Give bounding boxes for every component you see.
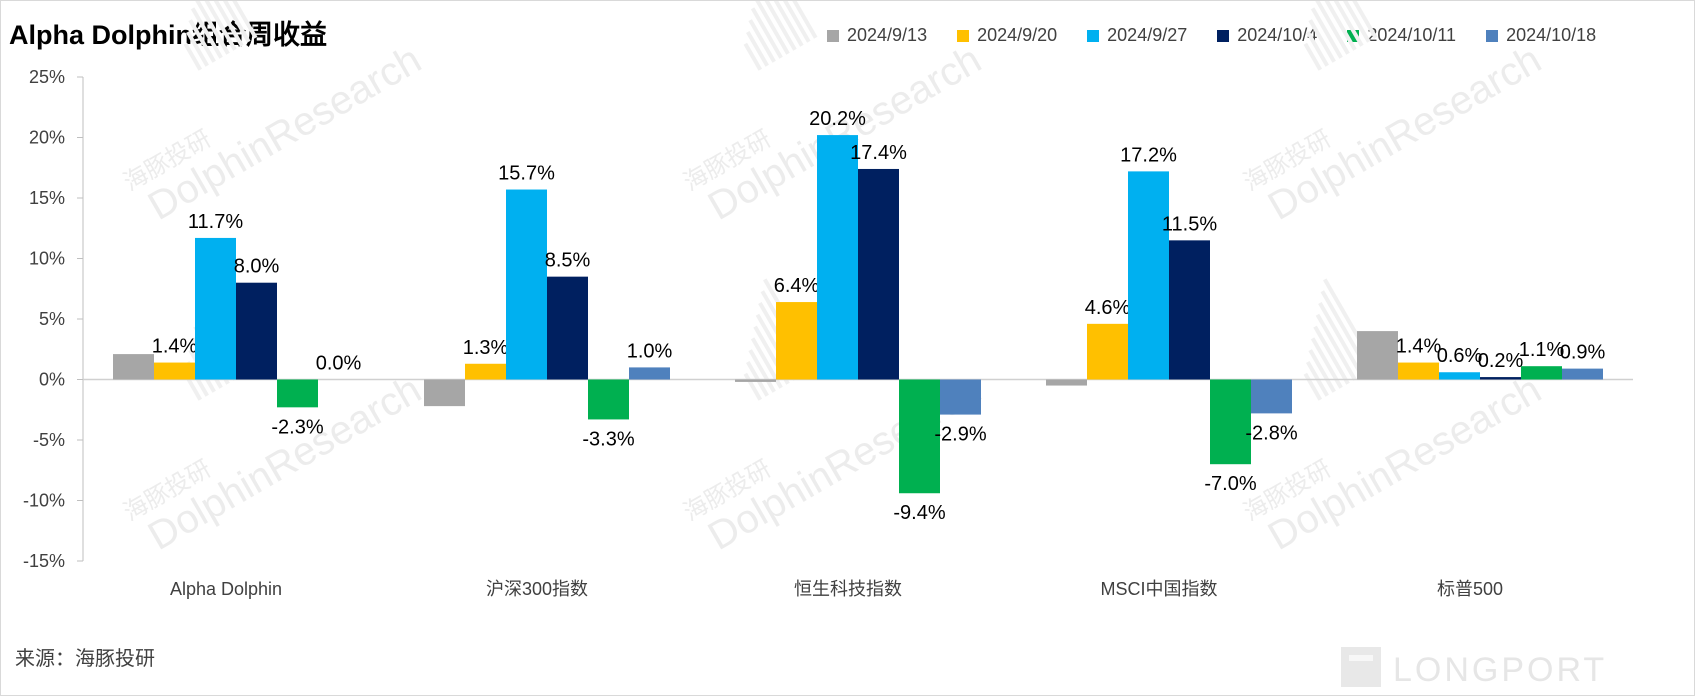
data-label: -2.8% [1245, 422, 1297, 444]
data-label: 1.3% [463, 337, 509, 359]
logo-text: LONGPORT [1393, 651, 1607, 689]
data-label: 0.2% [1478, 350, 1524, 372]
legend-swatch [957, 29, 970, 42]
legend-item: 2024/9/13 [827, 25, 927, 46]
x-category-label: 标普500 [1437, 579, 1503, 599]
bar [588, 379, 629, 420]
legend-label: 2024/9/20 [977, 25, 1058, 45]
legend-item: 2024/9/20 [957, 25, 1057, 46]
data-label: 15.7% [498, 163, 555, 185]
x-axis-labels: Alpha Dolphin 沪深300指数 恒生科技指数 MSCI中国指数 标普500 [170, 579, 1503, 599]
legend-label: 2024/10/11 [1367, 25, 1457, 45]
bar [113, 354, 154, 380]
x-category-label: MSCI中国指数 [1101, 579, 1218, 599]
bar [277, 379, 318, 408]
legend-label: 2024/10/4 [1237, 25, 1318, 45]
bar [1357, 331, 1398, 380]
data-label: 0.9% [1560, 342, 1606, 364]
bar [465, 363, 506, 380]
bar [236, 282, 277, 380]
bar [1521, 366, 1562, 380]
bar [858, 168, 899, 380]
data-label: 11.7% [188, 211, 243, 233]
bar [1251, 379, 1292, 414]
data-label: 8.5% [545, 250, 591, 272]
x-category-label: 恒生科技指数 [794, 579, 902, 599]
legend-swatch [1486, 29, 1499, 42]
data-label: 11.5% [1162, 213, 1217, 235]
bar [940, 379, 981, 415]
legend: 2024/9/13 2024/9/20 2024/9/27 2024/10/4 2024… [827, 25, 1596, 46]
bar [1439, 372, 1480, 380]
bar [1398, 362, 1439, 380]
watermark-text: DolphinResearch [141, 37, 429, 229]
bar [776, 302, 817, 380]
bar [735, 379, 776, 382]
bar [506, 189, 547, 380]
data-label: 4.6% [1085, 297, 1131, 319]
data-label: -2.9% [934, 424, 986, 446]
longport-logo: LONGPORT [1341, 641, 1671, 696]
bar [629, 367, 670, 380]
data-label: -2.3% [271, 416, 323, 438]
data-label: 0.0% [316, 353, 362, 375]
data-label: 8.0% [234, 256, 280, 278]
data-label: 1.1% [1519, 339, 1565, 361]
bar [195, 237, 236, 380]
legend-swatch [1217, 29, 1230, 42]
legend-item: 2024/9/27 [1087, 25, 1187, 46]
watermark-text: DolphinResearch [1261, 37, 1549, 229]
bar [1562, 368, 1603, 380]
bars-layer: 1.4% 11.7% 8.0% -2.3% 0.0% 1.3% 15.7% 8.5% -3.3%… [113, 108, 1606, 524]
data-label: 17.2% [1120, 144, 1177, 166]
legend-label: 2024/9/27 [1107, 25, 1188, 45]
legend-label: 2024/10/18 [1506, 25, 1597, 45]
x-category-label: Alpha Dolphin [170, 579, 282, 599]
y-tick-label: 25% [29, 67, 65, 87]
data-label: -7.0% [1204, 473, 1256, 495]
data-label: 1.4% [152, 336, 198, 358]
bar [1087, 323, 1128, 380]
x-category-label: 沪深300指数 [486, 579, 588, 599]
y-tick-label: -5% [33, 430, 65, 450]
bar [547, 276, 588, 380]
legend-swatch [1087, 29, 1100, 42]
data-label: 0.6% [1437, 345, 1483, 367]
data-label: 6.4% [774, 275, 820, 297]
watermark-text: DolphinResearch [1261, 367, 1549, 559]
legend-label: 2024/9/13 [847, 25, 928, 45]
data-label: 1.0% [627, 340, 673, 362]
chart-title: Alpha Dolphin组合周收益 [9, 20, 327, 50]
y-tick-label: 0% [39, 370, 65, 390]
y-tick-label: 10% [29, 249, 65, 269]
y-tick-label: -15% [23, 551, 65, 571]
y-tick-label: 5% [39, 309, 65, 329]
data-label: 1.4% [1396, 336, 1442, 358]
bar [154, 362, 195, 380]
bar [1210, 379, 1251, 465]
data-label: 17.4% [850, 142, 907, 164]
legend-item: 2024/10/4 [1217, 25, 1317, 46]
legend-item: 2024/10/18 [1486, 25, 1596, 46]
data-label: -9.4% [893, 502, 945, 524]
bar [817, 135, 858, 380]
bar [1046, 379, 1087, 386]
legend-swatch [827, 29, 839, 42]
bar [899, 379, 940, 494]
data-label: -3.3% [582, 428, 634, 450]
data-label: 20.2% [809, 108, 866, 130]
y-tick-label: 20% [29, 128, 65, 148]
bar [1169, 240, 1210, 380]
bar [424, 379, 465, 407]
bar [1128, 171, 1169, 380]
y-tick-label: -10% [23, 491, 65, 511]
y-tick-label: 15% [29, 188, 65, 208]
bar [1480, 377, 1521, 380]
source-text: 来源：海豚投研 [15, 648, 155, 670]
